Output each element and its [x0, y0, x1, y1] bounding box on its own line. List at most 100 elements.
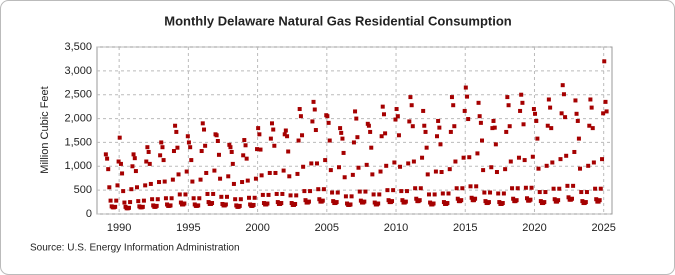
data-point [238, 197, 243, 202]
data-point [351, 140, 356, 145]
data-point [199, 149, 204, 154]
data-point [573, 98, 578, 103]
data-point [392, 160, 397, 165]
data-point [433, 169, 438, 174]
x-tick-label: 1990 [107, 222, 131, 234]
y-tick-label: 500 [74, 184, 92, 196]
data-point [493, 142, 498, 147]
data-point [283, 128, 288, 133]
data-point [170, 177, 175, 182]
data-point [370, 172, 375, 177]
data-point [160, 145, 165, 150]
data-point [141, 198, 146, 203]
data-point [583, 200, 588, 205]
y-tick-label: 1,000 [64, 160, 92, 172]
data-point [147, 161, 152, 166]
data-point [362, 199, 367, 204]
data-point [455, 196, 460, 201]
data-point [420, 155, 425, 160]
data-point [335, 190, 340, 195]
data-point [395, 114, 400, 119]
data-point [144, 159, 149, 164]
data-point [266, 192, 271, 197]
data-point [529, 185, 534, 190]
data-point [385, 188, 390, 193]
data-point [558, 157, 563, 162]
data-point [531, 107, 536, 112]
data-point [494, 170, 499, 175]
data-point [556, 198, 561, 203]
data-point [240, 180, 245, 185]
data-point [309, 161, 314, 166]
data-point [398, 164, 403, 169]
data-point [535, 136, 540, 141]
data-point [548, 105, 553, 110]
data-point [218, 176, 223, 181]
data-point [168, 203, 173, 208]
y-tick-label: 3,500 [64, 41, 92, 53]
data-point [108, 198, 113, 203]
data-point [243, 143, 248, 148]
data-point [530, 154, 535, 159]
data-point [328, 168, 333, 173]
data-point [245, 178, 250, 183]
data-point [417, 198, 422, 203]
data-point [116, 159, 121, 164]
data-point [490, 126, 495, 131]
data-point [326, 120, 331, 125]
data-point [466, 117, 471, 122]
data-point [162, 179, 167, 184]
data-point [311, 99, 316, 104]
data-point [214, 133, 219, 138]
data-point [241, 153, 246, 158]
data-point [379, 134, 384, 139]
data-point [336, 165, 341, 170]
data-point [491, 118, 496, 123]
data-point [440, 191, 445, 196]
data-point [571, 183, 576, 188]
data-point [480, 138, 485, 143]
data-point [312, 107, 317, 112]
data-point [536, 166, 541, 171]
data-point [190, 179, 195, 184]
data-point [173, 123, 178, 128]
data-point [542, 200, 547, 205]
data-point [378, 169, 383, 174]
y-tick-label: 2,500 [64, 89, 92, 101]
data-point [226, 174, 231, 179]
data-point [205, 191, 210, 196]
data-point [317, 197, 322, 202]
data-point [557, 186, 562, 191]
data-point [188, 145, 193, 150]
data-point [423, 129, 428, 134]
data-point [228, 145, 233, 150]
data-point [523, 185, 528, 190]
data-point [537, 190, 542, 195]
data-point [460, 186, 465, 191]
data-point [131, 152, 136, 157]
data-point [446, 191, 451, 196]
data-point [363, 189, 368, 194]
data-point [590, 126, 595, 131]
data-point [576, 136, 581, 141]
data-point [504, 129, 509, 134]
data-point [113, 204, 118, 209]
data-point [565, 183, 570, 188]
data-point [369, 145, 374, 150]
x-tick-label: 2025 [591, 222, 615, 234]
data-point [551, 186, 556, 191]
data-point [572, 149, 577, 154]
data-point [515, 186, 520, 191]
data-point [303, 198, 308, 203]
data-point [184, 169, 189, 174]
data-point [475, 151, 480, 156]
data-point [603, 99, 608, 104]
data-point [297, 107, 302, 112]
data-point [437, 125, 442, 130]
data-point [505, 95, 510, 100]
data-point [130, 164, 135, 169]
data-point [424, 145, 429, 150]
data-point [105, 156, 110, 161]
data-point [602, 59, 607, 64]
